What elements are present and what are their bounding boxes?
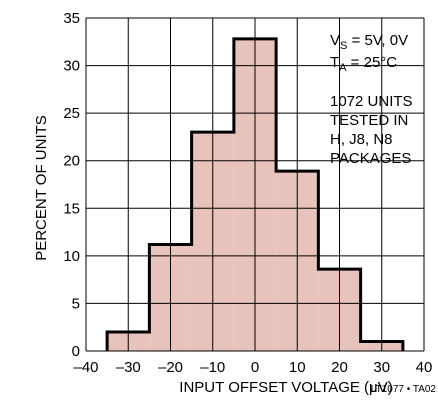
annotation-units-line-1: 1072 UNITS bbox=[330, 93, 413, 110]
y-tick-label: 10 bbox=[63, 248, 80, 265]
histogram-outline bbox=[105, 37, 405, 351]
x-tick-label: –30 bbox=[116, 359, 141, 376]
tick-labels: –40 –30 –20 –10 0 10 20 30 40 0 5 10 15 20 25 30 35 bbox=[63, 10, 432, 376]
grid-lines bbox=[85, 17, 425, 352]
x-tick-label: –10 bbox=[200, 359, 225, 376]
annotation-units-line-2: TESTED IN bbox=[330, 112, 408, 129]
figure-code: LT1077 • TA02 bbox=[371, 384, 437, 395]
y-tick-label: 15 bbox=[63, 200, 80, 217]
x-tick-label: 30 bbox=[373, 359, 390, 376]
x-tick-label: –20 bbox=[158, 359, 183, 376]
annotation-block: VS = 5V, 0V TA = 25°C 1072 UNITS TESTED … bbox=[330, 32, 413, 167]
annotation-units-line-3: H, J8, N8 bbox=[330, 131, 393, 148]
y-axis-label: PERCENT OF UNITS bbox=[33, 115, 50, 261]
annotation-units-line-4: PACKAGES bbox=[330, 150, 411, 167]
x-tick-label: 10 bbox=[289, 359, 306, 376]
y-tick-label: 35 bbox=[63, 10, 80, 27]
x-axis-label: INPUT OFFSET VOLTAGE (μV) bbox=[179, 379, 392, 396]
x-tick-label: 40 bbox=[416, 359, 433, 376]
y-tick-label: 30 bbox=[63, 58, 80, 75]
y-tick-label: 5 bbox=[72, 295, 80, 312]
x-tick-label: –40 bbox=[73, 359, 98, 376]
x-tick-label: 0 bbox=[251, 359, 259, 376]
histogram-outline-path bbox=[105, 37, 405, 351]
annotation-temp: TA = 25°C bbox=[330, 54, 397, 74]
y-tick-label: 0 bbox=[72, 343, 80, 360]
y-tick-label: 20 bbox=[63, 153, 80, 170]
x-tick-label: 20 bbox=[331, 359, 348, 376]
y-tick-label: 25 bbox=[63, 105, 80, 122]
annotation-supply: VS = 5V, 0V bbox=[330, 32, 408, 52]
